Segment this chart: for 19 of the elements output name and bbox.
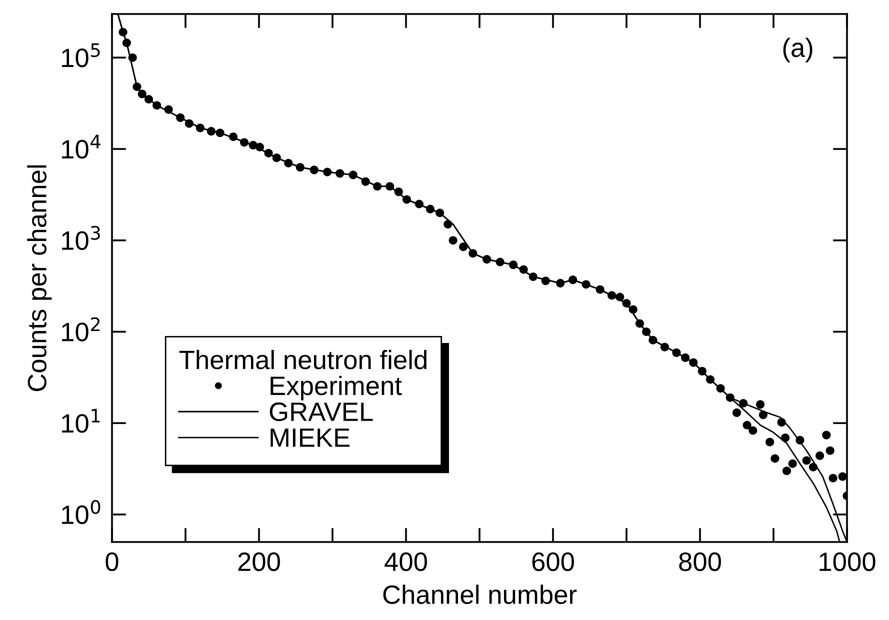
y-axis-title: Counts per channel bbox=[27, 165, 52, 392]
x-tick-label: 400 bbox=[384, 552, 427, 572]
x-axis-title: Channel number bbox=[383, 584, 577, 604]
legend-title: Thermal neutron field bbox=[179, 350, 426, 370]
x-tick-label: 800 bbox=[679, 552, 721, 572]
legend-label: MIEKE bbox=[270, 428, 350, 447]
annotation: (a) bbox=[783, 38, 812, 62]
x-tick-label: 600 bbox=[532, 552, 574, 572]
y-tick-label: 10$^{1}$ bbox=[62, 408, 100, 433]
legend-label: GRAVEL bbox=[270, 402, 373, 422]
x-tick-label: 1000 bbox=[820, 552, 876, 572]
y-tick-label: 10$^{5}$ bbox=[62, 43, 100, 68]
legend-label: Experiment bbox=[270, 376, 402, 400]
y-tick-label: 10$^{2}$ bbox=[62, 317, 100, 342]
x-tick-label: 200 bbox=[238, 552, 280, 572]
y-tick-label: 10$^{3}$ bbox=[62, 226, 100, 250]
x-tick-label: 0 bbox=[106, 552, 118, 572]
y-tick-label: 10$^{0}$ bbox=[62, 500, 100, 524]
y-tick-label: 10$^{4}$ bbox=[62, 134, 100, 159]
